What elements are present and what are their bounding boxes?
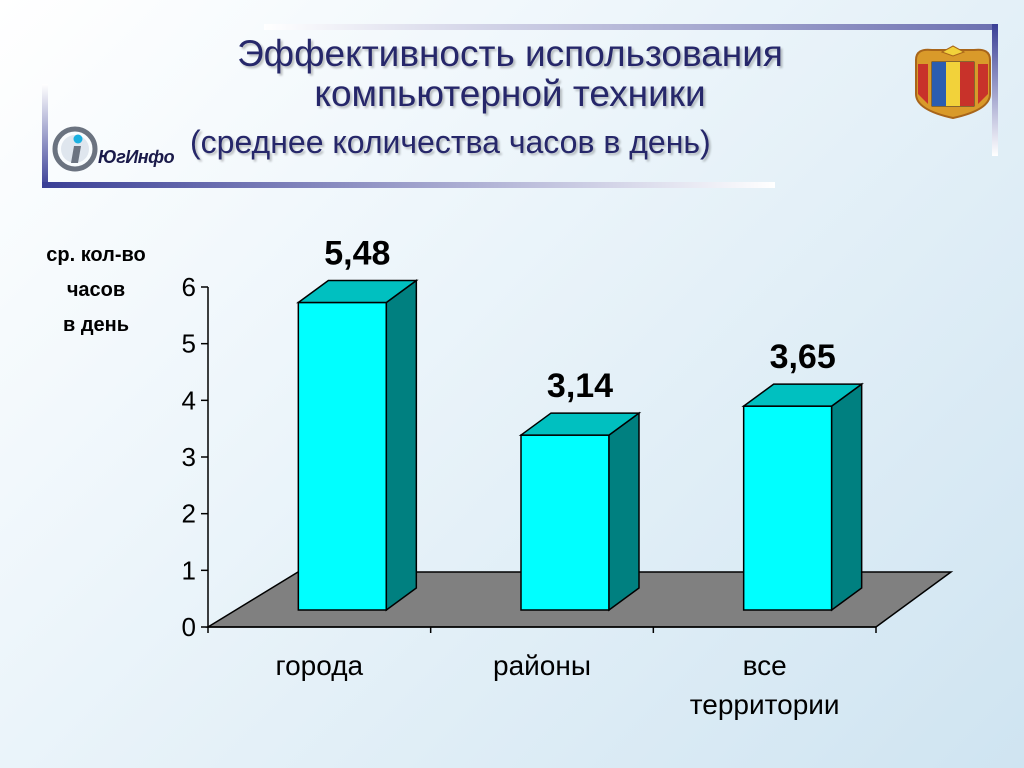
header-frame bbox=[42, 24, 998, 188]
category-label: города bbox=[276, 650, 364, 681]
category-label: все территории bbox=[690, 650, 840, 720]
y-axis-label-line: в день bbox=[62, 314, 130, 336]
page-subtitle: (среднее количества часов в день) bbox=[190, 124, 711, 160]
bar bbox=[742, 405, 833, 611]
category-label: районы bbox=[493, 650, 591, 681]
y-tick-label: 3 bbox=[182, 442, 196, 472]
y-tick-label: 5 bbox=[182, 329, 196, 359]
y-tick-label: 4 bbox=[182, 385, 196, 415]
logo-icon bbox=[52, 126, 98, 172]
y-tick-label: 0 bbox=[182, 612, 196, 642]
header-frame-top bbox=[264, 24, 998, 30]
header-frame-bottom bbox=[42, 182, 775, 188]
category-label-line: все bbox=[743, 650, 787, 681]
page-title: Эффективность использования компьютерной… bbox=[150, 34, 870, 114]
bar-side bbox=[385, 278, 418, 612]
yuginfo-logo: ЮгИнфо bbox=[50, 125, 195, 175]
y-axis-label-line: часов bbox=[66, 279, 126, 301]
y-tick-label: 2 bbox=[182, 499, 196, 529]
category-label-line: территории bbox=[690, 689, 840, 720]
category-label-line: города bbox=[276, 650, 364, 681]
coat-of-arms-icon bbox=[915, 45, 991, 120]
title-line-2: компьютерной техники bbox=[314, 73, 706, 114]
logo-text: ЮгИнфо bbox=[98, 147, 175, 167]
y-axis-label: ср. кол-во часов в день bbox=[20, 238, 172, 343]
data-label: 3,14 bbox=[547, 367, 613, 405]
bar-side bbox=[608, 411, 640, 612]
y-axis-label-line: ср. кол-во bbox=[46, 244, 146, 266]
title-line-1: Эффективность использования bbox=[237, 33, 783, 74]
bar bbox=[520, 434, 610, 611]
category-label-line: районы bbox=[493, 650, 591, 681]
bar-side bbox=[830, 382, 863, 612]
bar-top bbox=[741, 383, 864, 407]
bar-top bbox=[518, 412, 642, 436]
data-label: 3,65 bbox=[770, 338, 836, 376]
bar-top bbox=[296, 279, 419, 304]
y-tick-label: 6 bbox=[182, 272, 196, 302]
header-frame-right bbox=[992, 24, 998, 156]
data-label: 5,48 bbox=[324, 234, 390, 272]
y-tick-label: 1 bbox=[182, 555, 196, 585]
header-frame-left bbox=[42, 84, 48, 188]
bar bbox=[297, 301, 388, 611]
